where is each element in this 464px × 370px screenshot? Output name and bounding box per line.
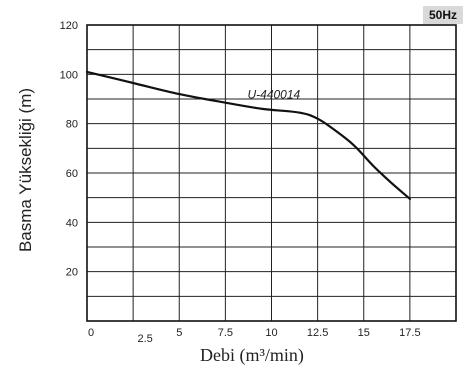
x-tick-label: 10: [265, 327, 277, 339]
x-tick-labels: 0 2.5 5 7.5 10 12.5 15 17.5: [88, 327, 421, 345]
x-tick-label: 0: [88, 327, 94, 339]
y-axis-label: Basma Yüksekliği (m): [16, 88, 35, 252]
y-tick-label: 120: [60, 20, 78, 32]
x-tick-label: 17.5: [399, 327, 420, 339]
grid: [87, 25, 456, 321]
x-axis-label: Debi (m³/min): [200, 345, 304, 366]
series-label: U-440014: [248, 87, 301, 101]
y-tick-labels: 20 40 60 80 100 120: [60, 20, 78, 279]
plot-frame: [86, 24, 457, 322]
y-tick-label: 20: [66, 267, 78, 279]
x-tick-label: 5: [176, 327, 182, 339]
frequency-label: 50Hz: [429, 8, 457, 22]
x-tick-label: 12.5: [307, 327, 328, 339]
series-line: [85, 70, 411, 200]
x-tick-label: 7.5: [218, 327, 233, 339]
y-tick-label: 80: [66, 119, 78, 131]
y-tick-label: 60: [66, 168, 78, 180]
frequency-badge: [423, 6, 463, 24]
series-group: U-440014: [85, 70, 411, 200]
x-tick-label: 2.5: [137, 333, 152, 345]
y-tick-label: 100: [60, 69, 78, 81]
y-tick-label: 40: [66, 217, 78, 229]
x-tick-label: 15: [358, 327, 370, 339]
